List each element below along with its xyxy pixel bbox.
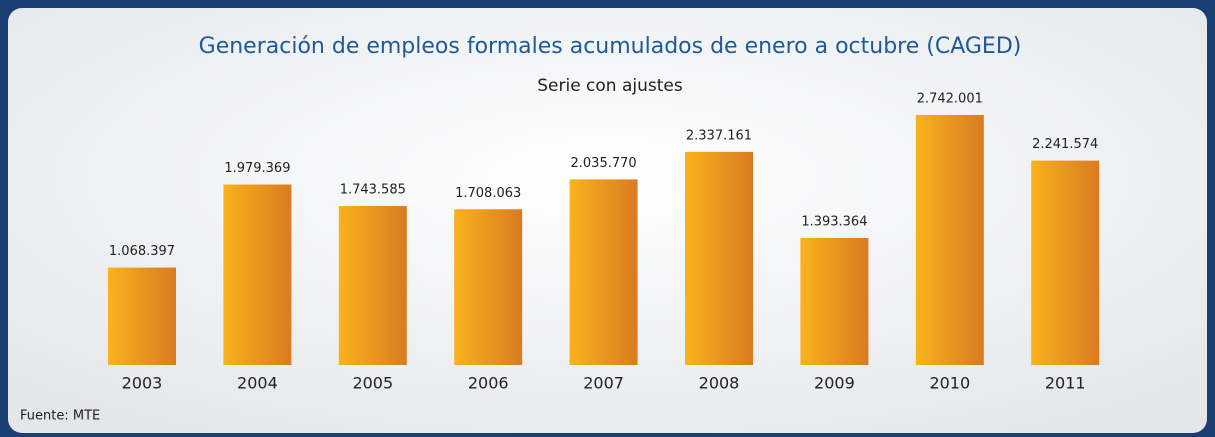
bar	[1031, 160, 1100, 365]
value-label: 2.337.161	[686, 128, 752, 143]
value-label: 1.708.063	[455, 186, 521, 201]
x-tick-label: 2007	[583, 374, 624, 393]
x-tick-label: 2011	[1045, 374, 1086, 393]
x-tick-label: 2010	[929, 374, 970, 393]
chart-title: Generación de empleos formales acumulado…	[199, 34, 1022, 59]
chart-subtitle: Serie con ajustes	[537, 76, 683, 96]
value-label: 2.241.574	[1032, 137, 1098, 152]
value-label: 1.979.369	[224, 161, 290, 176]
bar	[223, 184, 292, 365]
bar	[685, 151, 753, 365]
bar	[454, 209, 523, 365]
value-label: 1.068.397	[109, 244, 175, 259]
x-tick-label: 2008	[699, 374, 740, 393]
value-label: 1.393.364	[801, 214, 867, 229]
source-note: Fuente: MTE	[20, 409, 100, 424]
x-tick-label: 2003	[122, 374, 163, 393]
x-tick-label: 2006	[468, 374, 509, 393]
value-label: 2.742.001	[917, 92, 983, 107]
value-label: 1.743.585	[340, 183, 406, 198]
x-tick-label: 2004	[237, 374, 278, 393]
value-label: 2.035.770	[571, 156, 637, 171]
bar	[800, 237, 869, 365]
x-tick-label: 2009	[814, 374, 855, 393]
x-tick-label: 2005	[352, 374, 393, 393]
bar	[338, 206, 407, 365]
bar	[915, 115, 984, 365]
bar	[569, 179, 638, 365]
bar	[108, 267, 176, 365]
